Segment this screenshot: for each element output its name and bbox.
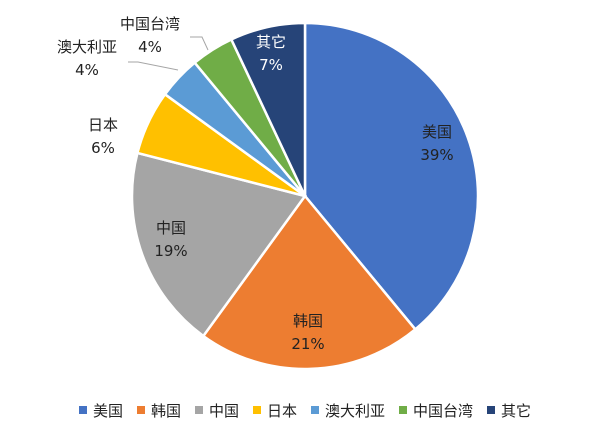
slice-category-label: 澳大利亚 <box>57 38 117 56</box>
legend-item: 中国 <box>194 400 239 421</box>
slice-value-label: 4% <box>138 38 162 56</box>
leader-line <box>190 36 209 51</box>
legend-label: 其它 <box>501 401 532 420</box>
legend-item: 日本 <box>252 400 297 421</box>
legend-label: 中国台湾 <box>413 401 474 420</box>
data-labels: 美国 39% 韩国 21% 中国 19% 日本 6% 澳大利亚 4% 中国台湾 4% 其它 7% <box>57 15 454 353</box>
slice-value-label: 6% <box>91 139 115 157</box>
slice-value-label: 39% <box>420 146 453 164</box>
slice-category-label: 其它 <box>256 33 286 51</box>
legend-swatch <box>194 406 203 414</box>
legend-swatch <box>487 406 496 414</box>
legend-swatch <box>311 406 319 414</box>
slice-category-label: 中国台湾 <box>120 15 180 33</box>
legend-label: 日本 <box>266 401 297 420</box>
legend-item: 中国台湾 <box>399 400 473 421</box>
legend-label: 澳大利亚 <box>325 401 386 420</box>
slice-value-label: 4% <box>75 61 99 79</box>
slice-value-label: 19% <box>154 242 187 260</box>
slice-category-label: 美国 <box>422 123 452 141</box>
legend-swatch <box>136 406 145 414</box>
slice-value-label: 21% <box>291 335 324 353</box>
legend-label: 韩国 <box>150 401 181 420</box>
legend-item: 澳大利亚 <box>311 400 385 421</box>
legend-item: 美国 <box>78 400 123 421</box>
legend-label: 中国 <box>208 401 239 420</box>
slice-category-label: 韩国 <box>293 312 323 330</box>
legend-swatch <box>78 406 87 414</box>
slice-category-label: 中国 <box>156 219 186 237</box>
pie-slices <box>130 21 480 371</box>
slice-value-label: 7% <box>259 56 283 74</box>
legend-label: 美国 <box>92 401 123 420</box>
slice-category-label: 日本 <box>88 116 118 134</box>
leader-lines <box>128 36 209 71</box>
pie-slice-0 <box>303 21 480 332</box>
legend-item: 其它 <box>487 400 531 421</box>
leader-line <box>128 61 179 71</box>
legend-item: 韩国 <box>136 400 181 421</box>
pie-slice-6 <box>229 21 307 197</box>
legend-swatch <box>399 406 408 414</box>
legend: 美国 韩国 中国 日本 澳大利亚 中国台湾 其它 <box>0 398 610 422</box>
pie-slice-1 <box>201 193 418 371</box>
pie-slice-2 <box>130 151 308 338</box>
legend-swatch <box>252 406 261 414</box>
